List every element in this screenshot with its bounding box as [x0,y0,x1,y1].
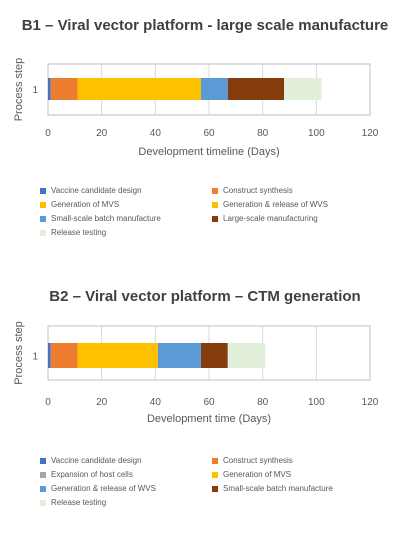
legend-swatch [40,201,46,208]
legend-swatch [212,471,218,478]
x-tick-label: 40 [150,397,162,408]
bar-segment [200,343,228,368]
bar-segment [284,78,322,100]
legend-swatch [40,215,46,222]
chart-panel-b1: B1 – Viral vector platform - large scale… [13,17,389,272]
legend-swatch [212,215,218,222]
y-category-label: 1 [32,85,38,96]
chart-panel-b2: B2 – Viral vector platform – CTM generat… [0,285,400,547]
legend-item: Release testing [40,498,106,507]
bar-segment [50,78,78,100]
x-tick-label: 100 [308,397,325,408]
x-tick-label: 0 [45,128,51,139]
bar-segment [158,343,201,368]
chart-plot: 0 20 40 60 80 100 120 1 Development time (Days) P… [13,321,379,425]
legend-label: Construct synthesis [223,186,293,195]
x-tick-label: 100 [308,128,325,139]
y-axis-label: Process step [13,321,25,385]
y-category-label: 1 [32,352,38,363]
x-tick-label: 80 [257,397,269,408]
legend-label: Release testing [51,498,107,507]
legend-item: Small-scale batch manufacture [212,484,333,493]
legend-swatch [40,485,46,492]
x-axis-label: Development time (Days) [147,413,271,425]
legend-swatch [40,471,46,478]
legend-label: Small-scale batch manufacture [51,214,161,223]
chart-legend: Vaccine candidate design Construct synthe… [40,456,380,542]
legend-label: Generation & release of WVS [51,484,156,493]
legend-item: Vaccine candidate design [40,456,142,465]
bar-segment [200,78,228,100]
legend-swatch [212,485,218,492]
bar-segment [50,343,78,368]
legend-swatch [212,201,218,208]
chart-legend: Vaccine candidate design Construct synthe… [40,186,380,272]
legend-item: Expansion of host cells [40,470,133,479]
legend-item: Generation of MVS [40,200,119,209]
legend-item: Construct synthesis [212,186,293,195]
legend-label: Small-scale batch manufacture [223,484,333,493]
x-tick-label: 60 [203,128,215,139]
legend-label: Release testing [51,228,107,237]
bar-segment [227,78,285,100]
y-axis-label: Process step [13,58,25,122]
legend-swatch [212,187,218,194]
x-tick-label: 120 [362,128,379,139]
x-tick-label: 20 [96,128,108,139]
legend-swatch [212,457,218,464]
chart-title: B1 – Viral vector platform - large scale… [21,17,389,34]
legend-item: Generation of MVS [212,470,291,479]
x-tick-label: 20 [96,397,108,408]
x-tick-label: 0 [45,397,51,408]
legend-label: Vaccine candidate design [51,186,142,195]
x-tick-label: 60 [203,397,215,408]
bar-segment [48,343,51,368]
bar-segment [48,78,51,100]
x-tick-label: 80 [257,128,269,139]
legend-label: Generation of MVS [51,200,120,209]
legend-item: Construct synthesis [212,456,293,465]
chart-title: B2 – Viral vector platform – CTM generat… [49,288,361,305]
legend-item: Vaccine candidate design [40,186,142,195]
legend-item: Generation & release of WVS [40,484,156,493]
legend-swatch [40,457,46,464]
legend-label: Large-scale manufacturing [223,214,318,223]
legend-swatch [40,187,46,194]
bar-segment [77,78,201,100]
x-tick-label: 120 [362,397,379,408]
legend-item: Release testing [40,228,106,237]
legend-swatch [40,229,46,236]
legend-item: Small-scale batch manufacture [40,214,161,223]
legend-label: Generation of MVS [223,470,292,479]
legend-label: Vaccine candidate design [51,456,142,465]
legend-label: Construct synthesis [223,456,293,465]
legend-label: Generation & release of WVS [223,200,328,209]
chart-plot: 0 20 40 60 80 100 120 1 Development timeline (Da… [13,58,379,158]
x-tick-label: 40 [150,128,162,139]
bar-segment [77,343,159,368]
legend-label: Expansion of host cells [51,470,133,479]
x-axis-label: Development timeline (Days) [138,146,279,158]
legend-item: Large-scale manufacturing [212,214,318,223]
legend-swatch [40,499,46,506]
legend-item: Generation & release of WVS [212,200,328,209]
bar-segment [227,343,266,368]
